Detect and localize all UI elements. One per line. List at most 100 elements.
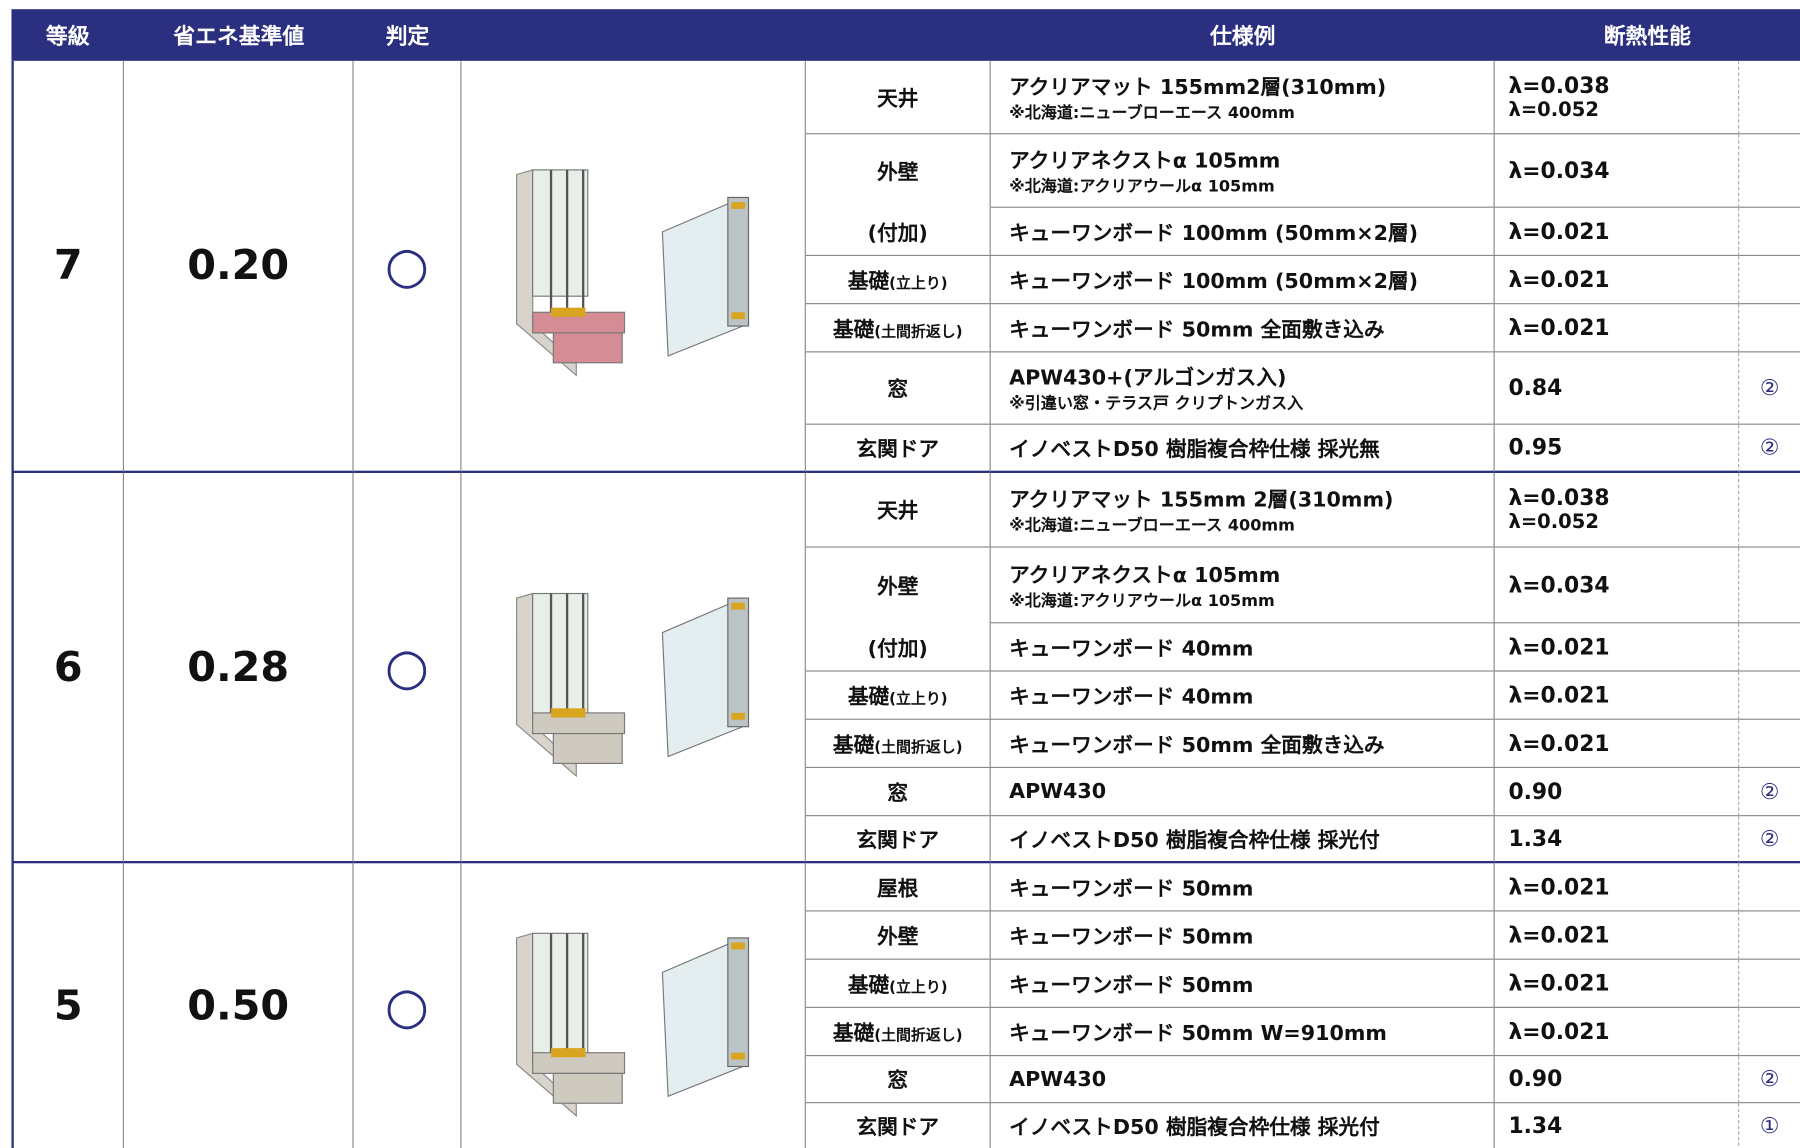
performance: λ=0.021 [1494, 256, 1740, 305]
judge: ○ [354, 863, 462, 1148]
row-label: 外壁 [806, 547, 991, 624]
performance: λ=0.038 λ=0.052 [1494, 60, 1740, 135]
spec: キューワンボード 100mm (50mm×2層) [990, 256, 1495, 305]
image-cell [461, 472, 806, 864]
text: 仕様例 [1209, 24, 1276, 50]
row-label: 玄関ドア [806, 1103, 991, 1148]
header-cell: 省エネ基準値 [124, 9, 354, 61]
mark [1739, 61, 1800, 135]
text: キューワンボード 50mm 全面敷き込み [1009, 732, 1385, 758]
text: キューワンボード 50mm W=910mm [1009, 1021, 1387, 1046]
row-label: 玄関ドア [805, 816, 991, 864]
text: 基礎 [847, 269, 890, 294]
spec: アクリアマット 155mm2層(310mm) ※北海道:ニューブローエース 400… [990, 60, 1495, 135]
text: アクリアネクストα 105mm [1009, 148, 1281, 173]
grade: 7 [11, 60, 124, 473]
text: 1.34 [1508, 1113, 1563, 1139]
label-wrap: 窓 [887, 373, 908, 403]
header-cell: 等級 [11, 9, 124, 61]
text: ○ [384, 976, 430, 1036]
row-label: 基礎(立上り) [805, 671, 991, 720]
spec: キューワンボード 50mm 全面敷き込み [990, 304, 1495, 353]
mark: ② [1739, 425, 1800, 473]
frame-section [515, 168, 625, 377]
text: ※北海道:ニューブローエース 400mm [1009, 516, 1295, 535]
text: アクリアネクストα 105mm [1009, 563, 1281, 588]
text: λ=0.021 [1508, 874, 1610, 900]
label-wrap: (付加) [868, 216, 928, 246]
text: ② [1759, 778, 1780, 805]
mark [1739, 912, 1800, 960]
text: 0.50 [187, 982, 290, 1030]
header-cell: 判定 [354, 9, 462, 61]
text: キューワンボード 100mm (50mm×2層) [1009, 269, 1419, 294]
performance: λ=0.021 [1494, 911, 1740, 960]
text: ① [1759, 1113, 1780, 1139]
spec: キューワンボード 40mm [990, 623, 1495, 672]
text: λ=0.021 [1508, 266, 1610, 293]
label-wrap: 外壁 [877, 156, 918, 186]
text: (立上り) [889, 274, 948, 293]
row-label: (付加) [805, 207, 991, 257]
text: λ=0.038 [1508, 485, 1610, 511]
mark [1739, 256, 1800, 305]
label-wrap: 基礎(立上り) [848, 680, 948, 710]
spec: キューワンボード 50mm [990, 863, 1495, 912]
text: イノベストD50 樹脂複合枠仕様 採光付 [1009, 1115, 1380, 1140]
text: 窓 [887, 1068, 909, 1093]
text: 基礎 [832, 1021, 875, 1046]
row-label: 外壁 [806, 134, 991, 208]
text: (土間折返し) [874, 323, 963, 341]
text: 天井 [877, 499, 919, 524]
text: 7 [53, 242, 83, 290]
performance: λ=0.034 [1494, 547, 1740, 624]
performance: λ=0.021 [1494, 671, 1740, 720]
glass-unit [661, 936, 749, 1097]
text: 断熱性能 [1603, 24, 1692, 50]
spec: キューワンボード 100mm (50mm×2層) [990, 207, 1495, 257]
glass-unit [661, 196, 749, 357]
spec: APW430 [990, 768, 1495, 817]
text: λ=0.034 [1508, 572, 1610, 598]
text: キューワンボード 50mm [1009, 924, 1254, 949]
performance: 0.95 [1494, 424, 1740, 473]
text: 0.95 [1508, 435, 1563, 461]
mark: ② [1739, 352, 1800, 425]
label-wrap: 玄関ドア [856, 1111, 939, 1141]
text: 等級 [45, 24, 90, 50]
text: APW430 [1009, 1067, 1107, 1092]
grade: 5 [11, 863, 124, 1148]
standard-value: 0.20 [123, 60, 354, 473]
label-wrap: 基礎(土間折返し) [833, 728, 963, 758]
label-wrap: 基礎(立上り) [848, 265, 948, 295]
mark [1739, 960, 1800, 1008]
performance: λ=0.021 [1494, 863, 1740, 912]
label-wrap: 基礎(立上り) [848, 968, 948, 998]
text: 0.20 [187, 242, 290, 290]
performance: λ=0.021 [1494, 304, 1740, 353]
text: 外壁 [877, 160, 919, 185]
text: 基礎 [832, 317, 875, 342]
text: λ=0.021 [1508, 922, 1610, 948]
text: (土間折返し) [874, 738, 963, 756]
spec: アクリアマット 155mm 2層(310mm) ※北海道:ニューブローエース 40… [990, 472, 1495, 548]
row-label: (付加) [805, 623, 991, 672]
text: キューワンボード 50mm [1009, 876, 1254, 901]
row-label: 基礎(土間折返し) [805, 304, 991, 353]
mark [1739, 863, 1800, 912]
text: ※北海道:ニューブローエース 400mm [1009, 103, 1295, 123]
performance: λ=0.021 [1494, 959, 1740, 1008]
text: 外壁 [877, 924, 919, 949]
text: アクリアマット 155mm 2層(310mm) [1009, 487, 1394, 513]
text: λ=0.021 [1508, 970, 1610, 996]
performance: λ=0.034 [1494, 134, 1740, 208]
text: イノベストD50 樹脂複合枠仕様 採光付 [1009, 828, 1380, 853]
text: λ=0.052 [1508, 98, 1599, 122]
text: イノベストD50 樹脂複合枠仕様 採光無 [1009, 437, 1380, 462]
text: λ=0.038 [1508, 72, 1610, 99]
label-wrap: 窓 [887, 1064, 908, 1094]
text: APW430 [1009, 779, 1107, 804]
row-label: 天井 [805, 472, 991, 548]
text: 屋根 [877, 876, 919, 901]
